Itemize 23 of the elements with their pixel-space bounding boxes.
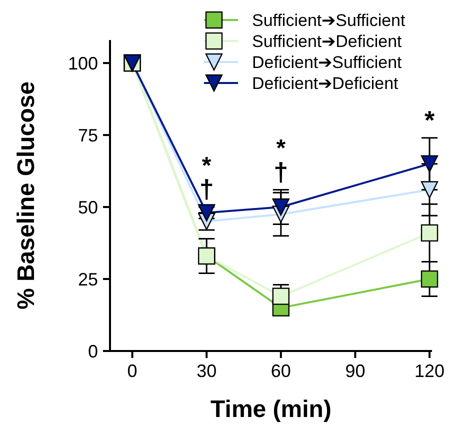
y-tick-label: 100 [68, 53, 98, 74]
legend-label: Sufficient➔Deficient [252, 32, 402, 51]
point [420, 181, 438, 198]
x-tick-label: 30 [196, 361, 217, 381]
point [420, 270, 438, 288]
x-axis-title: Time (min) [210, 396, 332, 423]
legend-label: Deficient➔Sufficient [252, 52, 402, 72]
legend-label: Deficient➔Deficient [252, 74, 399, 93]
x-tick-label: 90 [345, 361, 366, 381]
y-tick-label: 0 [88, 341, 98, 362]
y-tick-label: 25 [78, 269, 98, 290]
annotation: * [424, 105, 436, 136]
y-tick-label: 50 [78, 197, 98, 218]
x-tick-label: 120 [414, 361, 445, 381]
legend-label: Sufficient➔Sufficient [252, 10, 406, 30]
point [420, 155, 438, 172]
x-tick-label: 0 [127, 361, 138, 381]
point [420, 224, 438, 242]
y-axis-title: % Baseline Glucose [13, 81, 40, 310]
point [272, 288, 290, 305]
x-tick-label: 60 [270, 361, 291, 381]
point [272, 198, 290, 216]
y-tick-label: 75 [78, 125, 98, 146]
